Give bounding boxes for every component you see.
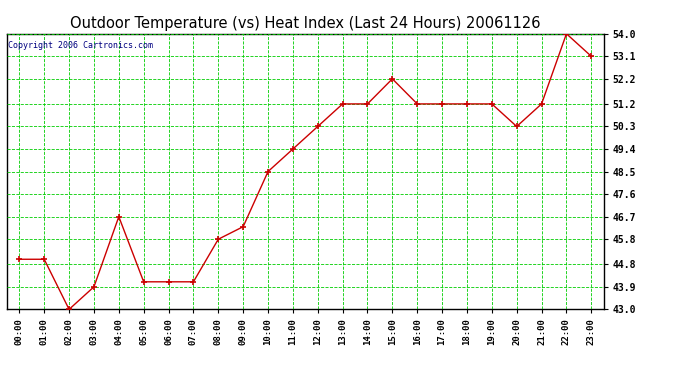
Title: Outdoor Temperature (vs) Heat Index (Last 24 Hours) 20061126: Outdoor Temperature (vs) Heat Index (Las… (70, 16, 540, 31)
Text: Copyright 2006 Cartronics.com: Copyright 2006 Cartronics.com (8, 40, 153, 50)
